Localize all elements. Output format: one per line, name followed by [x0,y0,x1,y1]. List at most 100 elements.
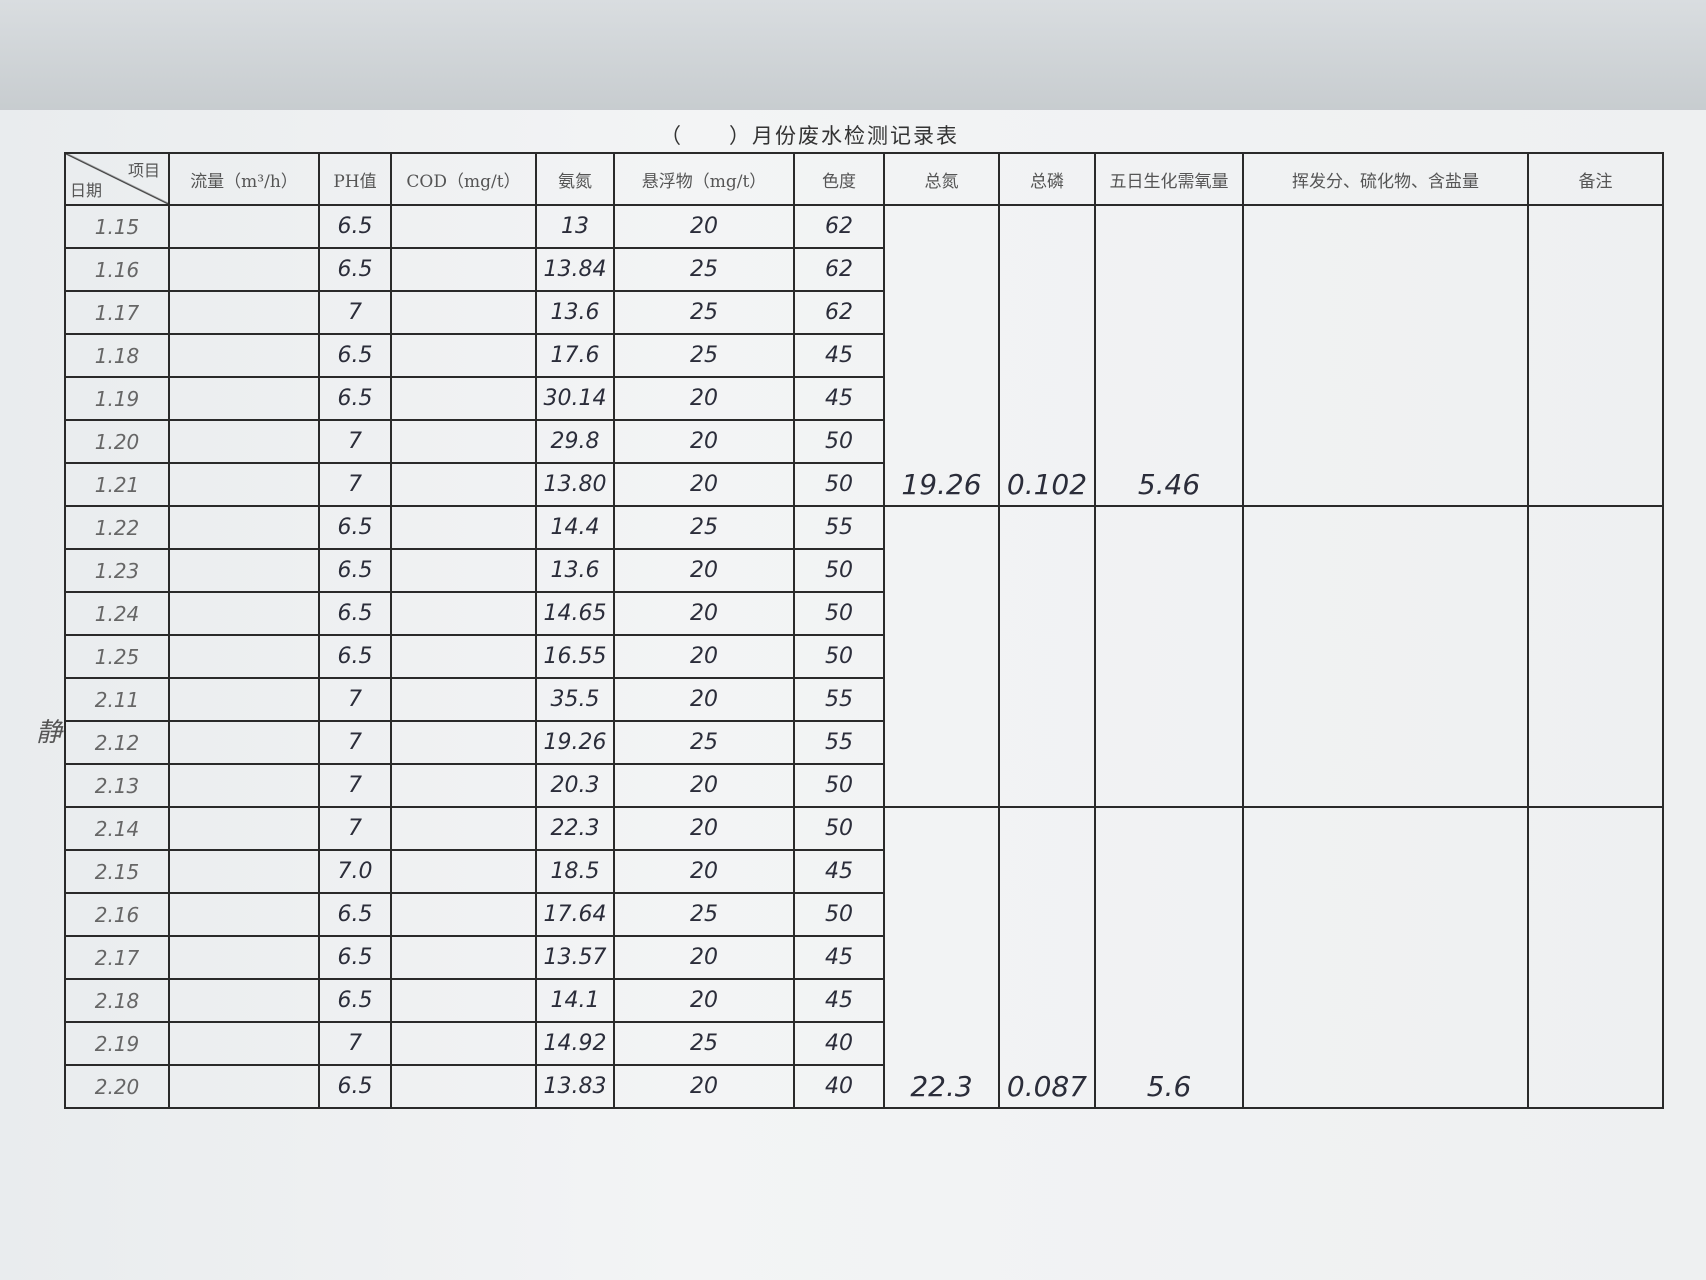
cod-cell [390,1064,537,1109]
remarks-cell [1527,204,1664,507]
ammonia-cell: 13.83 [535,1064,615,1109]
cod-cell [390,978,537,1023]
color-cell: 50 [793,462,885,507]
total-p-cell: 0.087 [998,806,1096,1109]
date-cell: 1.18 [64,333,170,378]
date-cell: 2.17 [64,935,170,980]
ph-cell: 7.0 [318,849,392,894]
date-cell: 2.13 [64,763,170,808]
header-date: 日期 [70,181,103,200]
ph-cell: 6.5 [318,376,392,421]
header-remarks: 备注 [1527,152,1664,206]
flow-cell [168,548,320,593]
flow-cell [168,1064,320,1109]
table-row: 1.23 6.5 13.6 20 50 [64,548,1663,593]
suspended-cell: 25 [613,720,795,765]
color-cell: 50 [793,634,885,679]
cod-cell [390,247,537,292]
table-row: 1.15 6.5 13 20 62 19.26 0.102 5.46 [64,204,1664,507]
color-cell: 50 [793,806,885,851]
suspended-cell: 25 [613,290,795,335]
volatile-cell [1242,204,1529,507]
cod-cell [390,548,537,593]
suspended-cell: 20 [613,634,795,679]
table-row: 2.18 6.5 14.1 20 45 [64,978,1663,1023]
date-cell: 2.16 [64,892,170,937]
cod-cell [390,806,537,851]
margin-note: 静 [36,718,63,748]
ammonia-cell: 13.6 [535,548,615,593]
suspended-cell: 20 [613,978,795,1023]
suspended-cell: 25 [613,1021,795,1066]
total-n-cell: 19.26 [883,204,1000,507]
flow-cell [168,419,320,464]
ph-cell: 6.5 [318,634,392,679]
header-row: 项目 日期 流量（m³/h） PH值 COD（mg/t） 氨氮 悬浮物（mg/t）… [64,152,1664,206]
total-p-cell: 0.102 [998,204,1096,507]
color-cell: 40 [793,1064,885,1109]
date-cell: 2.18 [64,978,170,1023]
date-cell: 1.25 [64,634,170,679]
ph-cell: 6.5 [318,892,392,937]
ph-cell: 6.5 [318,204,392,249]
flow-cell [168,247,320,292]
table-row: 2.14 7 22.3 20 50 22.3 0.087 5.6 [64,806,1664,1109]
table-row: 2.13 7 20.3 20 50 [64,763,1663,808]
cod-cell [390,935,537,980]
ph-cell: 6.5 [318,978,392,1023]
ph-cell: 6.5 [318,548,392,593]
total-n-cell: 22.3 [883,806,1000,1109]
suspended-cell: 20 [613,419,795,464]
table-row: 2.17 6.5 13.57 20 45 [64,935,1663,980]
date-cell: 2.14 [64,806,170,851]
bod5-cell [1094,505,1244,808]
color-cell: 45 [793,376,885,421]
flow-cell [168,978,320,1023]
flow-cell [168,677,320,722]
table-row: 2.11 7 35.5 20 55 [64,677,1663,722]
table-row: 1.20 7 29.8 20 50 [64,419,1663,464]
suspended-cell: 20 [613,806,795,851]
ammonia-cell: 30.14 [535,376,615,421]
flow-cell [168,806,320,851]
cod-cell [390,763,537,808]
ph-cell: 6.5 [318,591,392,636]
ph-cell: 6.5 [318,1064,392,1109]
table-row: 2.20 6.5 13.83 20 40 [64,1064,1663,1109]
flow-cell [168,1021,320,1066]
remarks-cell [1527,505,1664,808]
ph-cell: 7 [318,1021,392,1066]
ammonia-cell: 18.5 [535,849,615,894]
flow-cell [168,290,320,335]
suspended-cell: 20 [613,763,795,808]
ammonia-cell: 13.6 [535,290,615,335]
header-item: 项目 [127,161,160,180]
date-cell: 1.15 [64,204,170,249]
date-cell: 2.12 [64,720,170,765]
color-cell: 50 [793,763,885,808]
flow-cell [168,892,320,937]
flow-cell [168,505,320,550]
color-cell: 62 [793,204,885,249]
remarks-cell [1527,806,1664,1109]
volatile-cell [1242,806,1529,1109]
ammonia-cell: 20.3 [535,763,615,808]
date-cell: 2.20 [64,1064,170,1109]
table-row: 2.12 7 19.26 25 55 [64,720,1663,765]
table-row: 1.24 6.5 14.65 20 50 [64,591,1663,636]
cod-cell [390,290,537,335]
underlying-page [0,0,1706,120]
ammonia-cell: 19.26 [535,720,615,765]
cod-cell [390,505,537,550]
cod-cell [390,419,537,464]
ph-cell: 6.5 [318,935,392,980]
ammonia-cell: 16.55 [535,634,615,679]
ph-cell: 7 [318,290,392,335]
ammonia-cell: 14.92 [535,1021,615,1066]
bod5-cell: 5.46 [1094,204,1244,507]
suspended-cell: 20 [613,849,795,894]
date-cell: 1.19 [64,376,170,421]
table-row: 1.21 7 13.80 20 50 [64,462,1663,507]
table-row: 1.25 6.5 16.55 20 50 [64,634,1663,679]
suspended-cell: 25 [613,505,795,550]
